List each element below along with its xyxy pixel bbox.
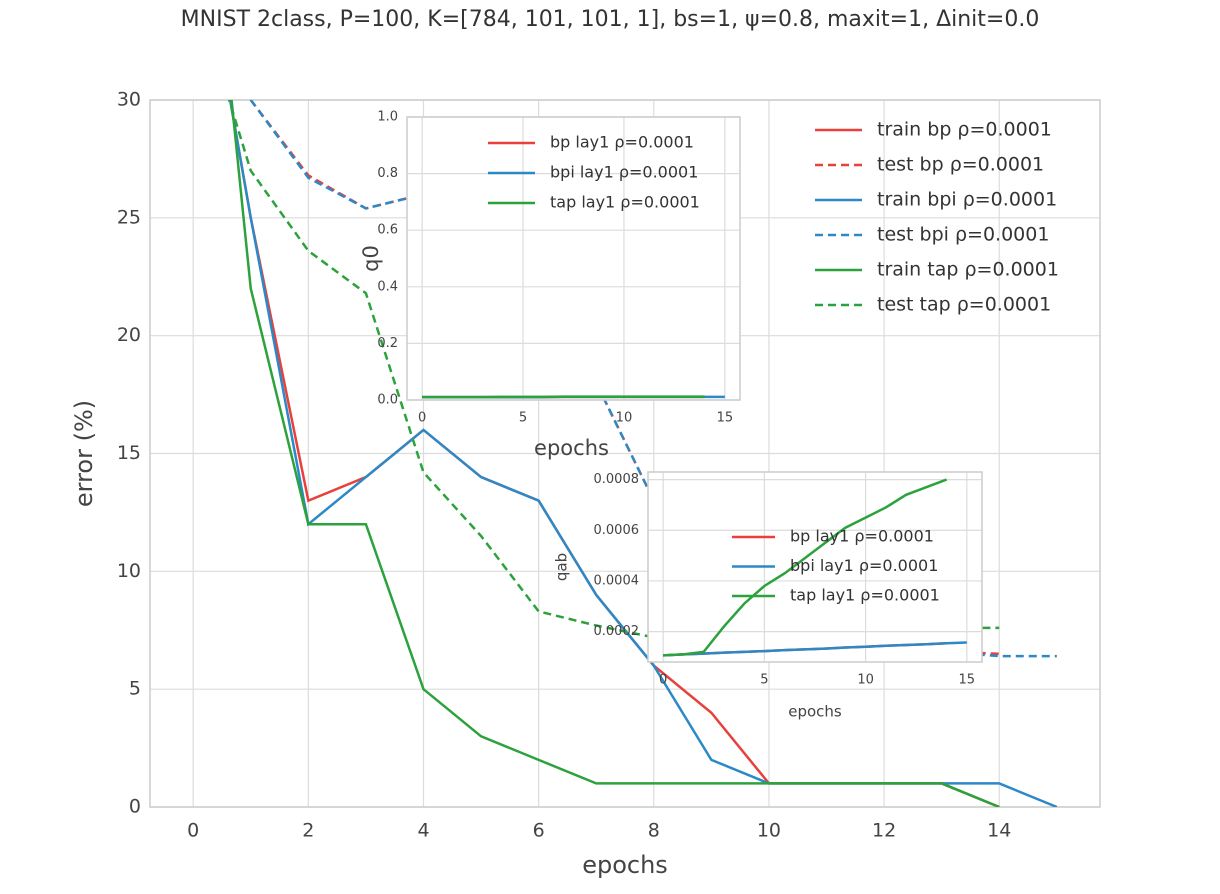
- plot-background: [407, 117, 740, 400]
- x-tick-label: 4: [417, 820, 429, 842]
- x-tick-label: 0: [187, 820, 199, 842]
- y-axis-label: q0: [359, 245, 383, 272]
- y-tick-label: 0.0006: [594, 523, 640, 538]
- y-tick-label: 30: [117, 89, 141, 111]
- x-axis-label: epochs: [534, 436, 609, 460]
- legend-label: train bpi ρ=0.0001: [877, 189, 1057, 211]
- y-tick-label: 0.8: [377, 166, 398, 181]
- x-axis-label: epochs: [582, 851, 668, 879]
- x-axis-label: epochs: [788, 703, 842, 721]
- plot-frame: [647, 471, 983, 663]
- series-line: [422, 395, 705, 399]
- legend-label: tap lay1 ρ=0.0001: [790, 586, 940, 605]
- legend-label: bp lay1 ρ=0.0001: [790, 527, 934, 546]
- y-tick-label: 0.4: [377, 279, 398, 294]
- x-tick-label: 6: [533, 820, 545, 842]
- chart-title: MNIST 2class, P=100, K=[784, 101, 101, 1…: [181, 7, 1040, 32]
- legend-label: bp lay1 ρ=0.0001: [550, 133, 694, 152]
- legend-label: test bpi ρ=0.0001: [877, 224, 1049, 246]
- legend-label: test tap ρ=0.0001: [877, 294, 1051, 316]
- x-tick-label: 0: [418, 411, 426, 426]
- legend-label: bpi lay1 ρ=0.0001: [790, 556, 938, 575]
- x-tick-label: 2: [302, 820, 314, 842]
- y-tick-label: 10: [117, 560, 141, 582]
- legend-label: bpi lay1 ρ=0.0001: [550, 163, 698, 182]
- x-tick-label: 8: [648, 820, 660, 842]
- x-tick-label: 5: [519, 411, 527, 426]
- plot-lines: [422, 395, 725, 399]
- legend-label: train bp ρ=0.0001: [877, 119, 1052, 141]
- y-tick-label: 1.0: [377, 110, 398, 125]
- y-axis-label: qab: [553, 553, 571, 581]
- legend-label: train tap ρ=0.0001: [877, 259, 1059, 281]
- plot-lines: [663, 478, 967, 657]
- y-tick-label: 0.0002: [594, 624, 640, 639]
- x-tick-label: 10: [857, 673, 874, 688]
- y-tick-label: 0.2: [377, 336, 398, 351]
- series-line: [230, 100, 1000, 807]
- plot-frame: [406, 116, 741, 401]
- chart: 0.0002 0.0004 0.0006 0.0008 0 5 10 15 epochs qab b…: [553, 471, 983, 721]
- plot-frame: [149, 99, 1101, 808]
- legend-label: tap lay1 ρ=0.0001: [550, 193, 700, 212]
- y-tick-label: 0.0008: [594, 472, 640, 487]
- y-tick-label: 0: [129, 796, 141, 818]
- x-tick-label: 15: [717, 411, 734, 426]
- x-tick-label: 15: [959, 673, 976, 688]
- x-tick-label: 5: [760, 673, 768, 688]
- x-tick-label: 10: [757, 820, 781, 842]
- chart: 0.0 0.2 0.4 0.6 0.8 1.0 0 5 10 15 epochs q0 bp lay1 …: [359, 110, 741, 460]
- x-tick-label: 10: [616, 411, 633, 426]
- x-tick-label: 0: [659, 673, 667, 688]
- x-tick-label: 14: [987, 820, 1011, 842]
- legend-label: test bp ρ=0.0001: [877, 154, 1044, 176]
- y-tick-label: 0.0: [377, 393, 398, 408]
- series-line: [227, 100, 1000, 639]
- y-tick-label: 15: [117, 442, 141, 464]
- y-tick-label: 0.0004: [594, 573, 640, 588]
- series-line: [663, 478, 948, 657]
- x-tick-label: 12: [872, 820, 896, 842]
- plot-background: [648, 472, 982, 662]
- series-line: [663, 641, 967, 657]
- y-tick-label: 25: [117, 206, 141, 228]
- y-tick-label: 0.6: [377, 223, 398, 238]
- y-tick-label: 5: [129, 678, 141, 700]
- y-axis-label: error (%): [70, 400, 98, 507]
- y-tick-label: 20: [117, 324, 141, 346]
